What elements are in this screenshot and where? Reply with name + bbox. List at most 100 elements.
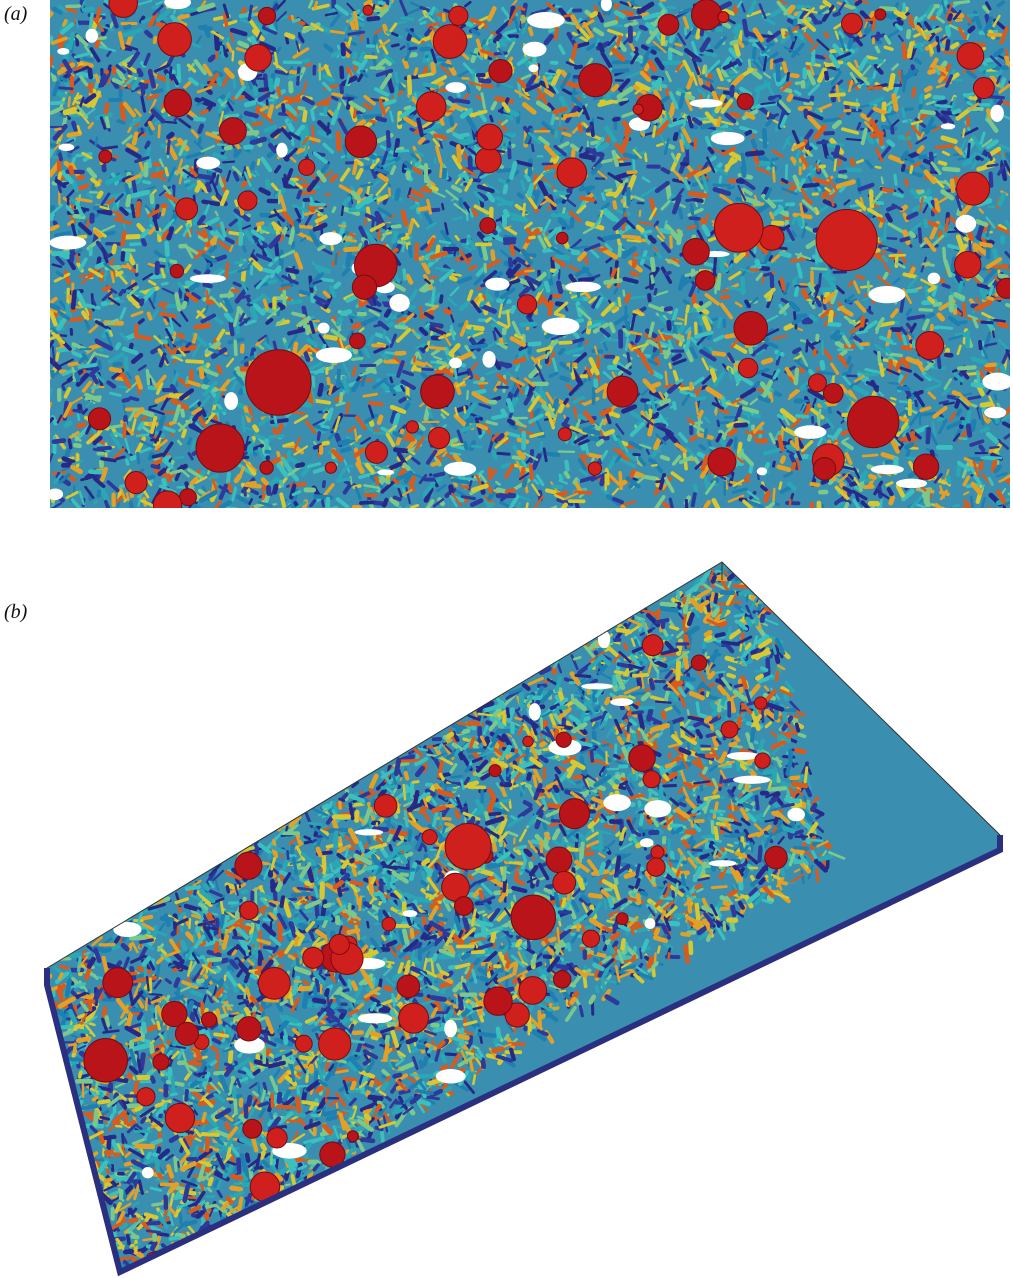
vortex-tube [664,370,669,388]
vortex-tube [627,343,634,352]
vortex-tube [798,349,809,367]
vortex-tube [174,225,183,234]
vortex-tube [457,275,473,285]
vortex-tube [392,382,408,391]
vortex-tube [204,303,210,314]
vortex-tube [1000,100,1010,107]
vortex-tube [613,287,619,295]
vortex-tube [701,374,712,385]
vortex-tube [925,100,936,106]
vortex-tube [797,366,806,374]
vortex-tube [399,0,408,17]
vortex-tube [611,306,620,314]
vortex-tube [180,344,198,352]
vortex-tube [763,328,780,338]
vortex-tube [887,222,905,234]
vortex-tube [401,312,415,325]
vortex-tube [917,227,923,244]
vortex-tube [662,501,672,508]
vortex-tube [999,77,1007,89]
vortex-tube [115,66,128,86]
vortex-tube [598,246,609,252]
vortex-tube [343,292,357,301]
vortex-tube [680,133,686,145]
vortex-tube [692,212,700,230]
vortex-tube [925,383,942,392]
vortex-tube [651,443,663,458]
vortex-tube [640,186,657,198]
vortex-tube [133,108,142,117]
vortex-tube [624,21,639,28]
vortex-tube [369,2,384,11]
vortex-tube [738,29,743,42]
vortex-tube [356,505,361,508]
vortex-tube [823,31,830,39]
vortex-tube [465,115,478,134]
vortex-tube [906,314,926,321]
vortex-tube [913,57,923,65]
vortex-tube [932,176,945,189]
vortex-tube [374,332,386,339]
vortex-tube [849,481,859,487]
vortex-tube [607,28,624,37]
vortex-tube [818,272,822,287]
vortex-tube [441,202,445,211]
vortex-tube [393,447,410,454]
vortex-tube [502,184,509,195]
vortex-tube [690,336,699,346]
vortex-tube [58,358,74,368]
vortex-tube [516,501,521,508]
vortex-tube [547,102,556,112]
vortex-tube [421,65,429,76]
vortex-tube [400,16,415,21]
vortex-tube [225,471,231,485]
vortex-tube [682,299,691,306]
vortex-tube [81,408,89,415]
vortex-tube [399,45,406,51]
vortex-tube [94,136,99,147]
vortex-tube [815,159,821,166]
vortex-tube [316,130,333,139]
vortex-tube [247,295,264,307]
vortex-tube [772,334,788,341]
vortex-tube [150,170,165,179]
vortex-tube [536,346,552,353]
vortex-tube [356,119,367,128]
vortex-tube [514,333,524,340]
vortex-tube [611,487,620,496]
vortex-tube [144,185,156,191]
vortex-tube [98,359,102,370]
vortex-tube [108,257,116,265]
vortex-tube [144,29,154,39]
vortex-tube [561,88,572,96]
vortex-tube [87,122,94,130]
vortex-tube [191,116,207,122]
vortex-tube [879,6,897,12]
vortex-tube [383,57,392,67]
vortex-tube [808,13,819,25]
vortex-tube [933,110,948,125]
vortex-tube [67,112,81,118]
vortex-tube [558,44,566,55]
vortex-tube [442,451,448,458]
vortex-tube [161,441,174,458]
vortex-tube [884,29,899,40]
vortex-tube [343,480,357,488]
vortex-tube [685,146,690,166]
vortex-tube [266,98,275,102]
vortex-tube [753,91,761,109]
vortex-tube [625,452,637,461]
vortex-tube [433,157,437,165]
vortex-tube [158,311,177,319]
vortex-tube [118,54,136,67]
vortex-tube [922,93,932,100]
vortex-tube [389,376,394,384]
vortex-tube [640,56,650,67]
vortex-tube [570,501,577,508]
vortex-tube [258,187,271,196]
vortex-tube [809,142,818,151]
vortex-tube [149,273,167,280]
vortex-tube [764,51,779,63]
vortex-tube [326,407,334,421]
vortex-tube [122,234,141,240]
